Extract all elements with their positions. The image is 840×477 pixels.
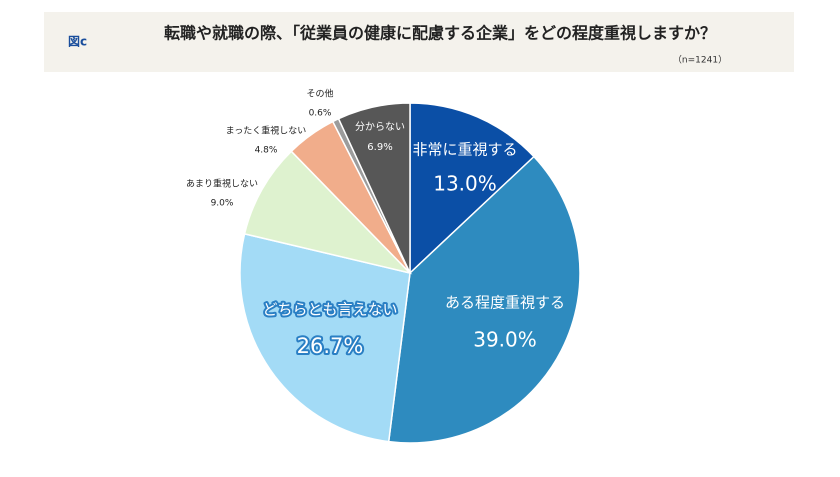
pie-slice	[239, 232, 411, 443]
note: （n=1241）	[673, 55, 727, 66]
slice-label: 分からない	[355, 121, 405, 133]
slice-label: どちらとも言えない	[262, 301, 397, 319]
slice-label: あまり重視しない	[186, 178, 258, 190]
value-label: 26.7%	[297, 334, 364, 358]
chart-title: 転職や就職の際、「従業員の健康に配慮する企業」をどの程度重視しますか？	[164, 24, 716, 43]
slice-label: 非常に重視する	[412, 141, 517, 159]
header-band	[44, 12, 794, 72]
slice-label: その他	[306, 88, 333, 100]
pie-slice	[337, 102, 411, 274]
value-label: 13.0%	[433, 172, 497, 196]
value-label: 0.6%	[309, 109, 332, 119]
value-label: 9.0%	[211, 199, 234, 209]
slice-label: まったく重視しない	[226, 125, 307, 137]
pie-slice	[387, 155, 581, 444]
pie-slice	[409, 102, 535, 275]
slice-label: ある程度重視する	[445, 294, 565, 312]
value-label: 6.9%	[367, 142, 392, 153]
pie-slice	[243, 150, 413, 275]
value-label: 39.0%	[473, 328, 537, 352]
value-label: 4.8%	[255, 146, 278, 156]
figure-label: 図c	[68, 35, 87, 49]
